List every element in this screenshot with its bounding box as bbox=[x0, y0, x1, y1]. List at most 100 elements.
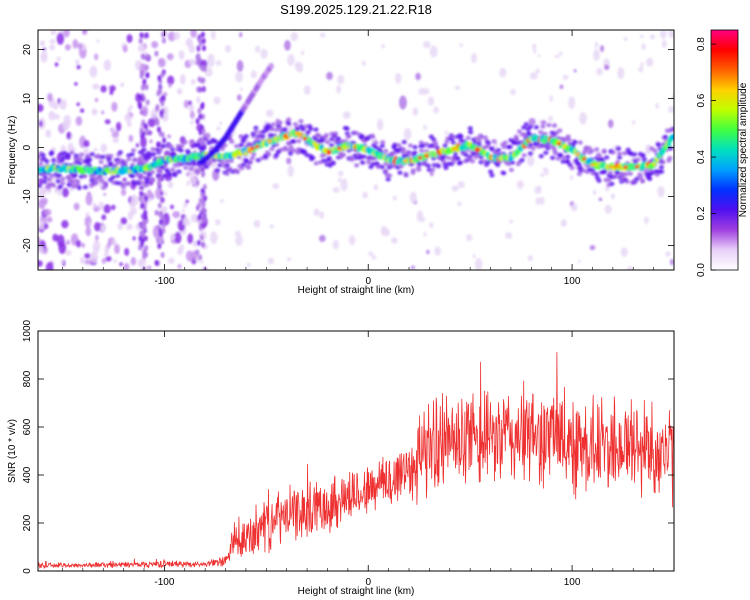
spectrogram-ridge-halo bbox=[658, 164, 665, 170]
spectrogram-ridge-halo bbox=[60, 176, 66, 182]
spectrogram-noise-blob bbox=[123, 262, 130, 270]
spectrogram-ridge-halo bbox=[56, 173, 62, 178]
spectrogram-noise-blob bbox=[50, 30, 57, 35]
spectrogram-noise-blob bbox=[423, 232, 427, 237]
spectrogram-noise-blob bbox=[188, 58, 196, 66]
spectrogram-ridge-halo bbox=[344, 126, 350, 131]
spectrogram-ridge-halo bbox=[660, 160, 666, 165]
spectrogram-ridge-halo bbox=[305, 130, 311, 135]
spectrogram-noise-blob bbox=[120, 82, 125, 88]
spectrogram-ridge-halo bbox=[157, 175, 164, 181]
spectrogram-ridge-halo bbox=[400, 147, 407, 152]
spectrogram-noise-blob bbox=[471, 52, 477, 64]
spectrogram-noise-blob bbox=[92, 240, 101, 253]
spectrogram-noise-blob bbox=[332, 239, 339, 250]
spectrogram-hotspot bbox=[575, 152, 580, 156]
spectrogram-noise-blob bbox=[157, 242, 162, 249]
spectrogram-ridge-halo bbox=[294, 127, 301, 132]
spectrogram-noise-blob bbox=[81, 30, 88, 35]
spectrogram-ridge-halo bbox=[195, 170, 201, 175]
spectrogram-ridge-halo bbox=[97, 174, 104, 180]
spectrogram-noise-blob bbox=[187, 233, 194, 244]
spectrogram-ridge-halo bbox=[77, 156, 83, 162]
spectrogram-ridge-halo bbox=[102, 181, 108, 186]
spectrogram-ridge-halo bbox=[269, 127, 276, 132]
spectrogram-noise-blob bbox=[154, 259, 159, 266]
spectrogram-ridge-halo bbox=[126, 156, 132, 162]
spectrogram-noise-blob bbox=[168, 82, 172, 88]
spectrogram-noise-blob bbox=[499, 67, 507, 78]
spectrogram-noise-blob bbox=[186, 181, 190, 186]
spectrogram-noise-blob bbox=[632, 120, 636, 125]
spectrogram-ridge-halo bbox=[98, 159, 104, 165]
spectrogram-noise-blob bbox=[623, 36, 628, 42]
spectrogram-noise-blob bbox=[163, 191, 168, 196]
spectrogram-noise-blob bbox=[160, 238, 165, 245]
spectrogram-noise-blob bbox=[195, 54, 200, 61]
spectrogram-noise-blob bbox=[336, 84, 342, 94]
spectrogram-noise-blob bbox=[98, 201, 104, 211]
spectrogram-noise-blob bbox=[412, 107, 419, 116]
spectrogram-noise-blob bbox=[201, 241, 206, 248]
spectrogram-noise-blob bbox=[101, 258, 106, 264]
spectrogram-noise-blob bbox=[215, 219, 221, 226]
spectrogram-ridge-halo bbox=[375, 164, 381, 169]
spectrogram-ridge-halo bbox=[507, 144, 513, 150]
spectrogram-ridge-halo bbox=[609, 181, 615, 187]
spectrogram-noise-blob bbox=[85, 226, 92, 237]
spectrogram-noise-blob bbox=[416, 210, 424, 223]
spectrogram-noise-blob bbox=[620, 247, 628, 257]
spectrogram-noise-blob bbox=[216, 126, 221, 131]
spectrogram-noise-blob bbox=[640, 34, 644, 39]
spectrogram-ridge-halo bbox=[491, 139, 497, 144]
spectrogram-noise-blob bbox=[95, 234, 99, 242]
spectrogram-noise-blob bbox=[190, 120, 194, 125]
spectrogram-hotspot bbox=[556, 142, 562, 146]
spectrogram-ridge-halo bbox=[482, 135, 489, 140]
spectrogram-ridge-halo bbox=[157, 168, 163, 174]
spectrogram-ridge-halo bbox=[398, 164, 404, 169]
spectrogram-noise-blob bbox=[155, 119, 160, 126]
spectrogram-noise-blob bbox=[39, 40, 46, 47]
spectrogram-noise-blob bbox=[161, 37, 166, 44]
colorbar-tick-label: 0.6 bbox=[696, 93, 707, 107]
spectrogram-noise-blob bbox=[535, 68, 540, 74]
spectrogram-ridge-halo bbox=[149, 169, 156, 175]
spectrogram-ridge-halo bbox=[49, 173, 55, 178]
spectrogram-ridge-halo bbox=[443, 165, 449, 171]
spectrogram-ridge-halo bbox=[214, 168, 221, 173]
spectrogram-noise-blob bbox=[170, 204, 175, 210]
spectrogram-noise-blob bbox=[197, 107, 202, 114]
spectrogram-hotspot bbox=[623, 165, 628, 169]
spectrogram-ridge-halo bbox=[132, 157, 138, 162]
spectrogram-ridge-halo bbox=[224, 171, 230, 176]
spectrogram-ridge-halo bbox=[212, 139, 219, 144]
spectrogram-noise-blob bbox=[294, 61, 301, 71]
spectrogram-ridge-halo bbox=[234, 169, 241, 174]
spectrogram-noise-blob bbox=[38, 220, 45, 230]
spectrogram-ridge-halo bbox=[282, 127, 288, 132]
spectrogram-noise-blob bbox=[57, 188, 63, 196]
spectrogram-noise-blob bbox=[504, 232, 513, 239]
spectrogram-noise-blob bbox=[122, 45, 128, 53]
spectrogram-noise-blob bbox=[138, 195, 143, 202]
spectrogram-ridge-halo bbox=[55, 179, 61, 184]
spectrogram-ridge-halo bbox=[189, 139, 195, 145]
snr-y-tick-label: 200 bbox=[22, 514, 33, 531]
spectrogram-ridge-halo bbox=[126, 181, 132, 186]
spectrogram-noise-blob bbox=[183, 216, 189, 224]
spectrogram-noise-blob bbox=[533, 48, 537, 54]
spectrogram-ridge-halo bbox=[283, 147, 289, 152]
spectrogram-noise-blob bbox=[103, 59, 112, 71]
spectrogram-noise-blob bbox=[403, 128, 412, 140]
spectrogram-noise-blob bbox=[236, 94, 242, 101]
spectrogram-noise-blob bbox=[73, 202, 80, 211]
spectrogram-noise-blob bbox=[594, 41, 599, 49]
spectrogram-noise-blob bbox=[390, 237, 398, 244]
spectrogram-noise-blob bbox=[158, 219, 163, 226]
spectrogram-ridge-halo bbox=[572, 140, 578, 145]
spectrogram-ridge-halo bbox=[465, 135, 471, 141]
spectrogram-ridge-halo bbox=[251, 152, 257, 157]
spectrogram-noise-blob bbox=[209, 56, 213, 60]
spectrogram-ridge-halo bbox=[645, 175, 652, 180]
